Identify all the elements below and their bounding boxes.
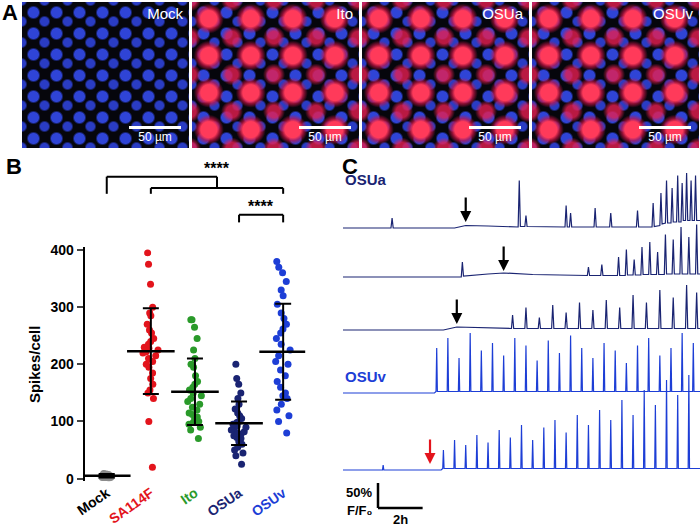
svg-text:F/F₀: F/F₀: [347, 503, 372, 518]
svg-text:Spikes/cell: Spikes/cell: [26, 326, 43, 404]
svg-text:OSUv: OSUv: [345, 368, 387, 385]
svg-text:100: 100: [51, 413, 75, 429]
svg-text:400: 400: [51, 242, 75, 258]
html-text:50 µm: 50 µm: [478, 130, 512, 144]
html-text:50 µm: 50 µm: [138, 130, 172, 144]
html-text:OSUv: OSUv: [653, 5, 693, 22]
svg-text:200: 200: [51, 356, 75, 372]
html-text:OSUa: OSUa: [482, 5, 523, 22]
html-text:Ito: Ito: [336, 5, 353, 22]
svg-text:****: ****: [248, 198, 274, 215]
svg-text:Ito: Ito: [177, 485, 200, 508]
svg-text:****: ****: [204, 160, 230, 177]
svg-text:Mock: Mock: [74, 484, 113, 518]
svg-text:B: B: [6, 154, 22, 179]
html-text:50 µm: 50 µm: [648, 130, 682, 144]
svg-text:OSUa: OSUa: [345, 171, 387, 188]
svg-text:2h: 2h: [393, 512, 408, 527]
svg-text:C: C: [342, 154, 358, 179]
html-text:50 µm: 50 µm: [308, 130, 342, 144]
svg-text:300: 300: [51, 299, 75, 315]
svg-text:0: 0: [66, 471, 74, 487]
html-text:Mock: Mock: [147, 5, 183, 22]
svg-text:OSUa: OSUa: [204, 484, 245, 519]
svg-text:50%: 50%: [346, 485, 372, 500]
svg-text:SA114F: SA114F: [106, 484, 157, 526]
svg-text:OSUv: OSUv: [248, 484, 289, 519]
html-text:A: A: [2, 0, 18, 25]
